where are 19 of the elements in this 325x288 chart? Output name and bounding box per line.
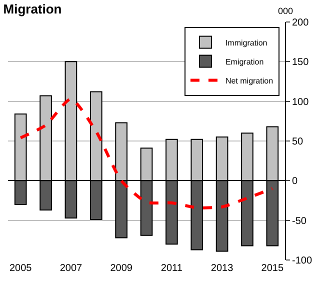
x-tick-label: 2015 — [261, 263, 284, 274]
y-tick-label: -100 — [292, 256, 312, 266]
y-tick-label: 100 — [292, 96, 310, 108]
x-tick-label: 2011 — [160, 263, 183, 274]
y-tick-label: 200 — [292, 18, 310, 28]
y-tick-label: 0 — [292, 176, 298, 188]
x-tick-label: 2013 — [210, 263, 234, 274]
legend-label: Emigration — [225, 57, 264, 66]
y-tick-label: 50 — [292, 136, 304, 148]
y-tick-label: -50 — [292, 216, 307, 227]
y-tick-label: 150 — [292, 57, 310, 68]
y-axis-title: 000 — [278, 6, 294, 16]
x-tick-label: 2009 — [110, 263, 133, 274]
line-series — [19, 97, 274, 210]
x-tick-label: 2007 — [60, 263, 83, 274]
legend-label: Net migration — [225, 76, 274, 86]
chart-title: Migration — [3, 1, 62, 16]
legend-label: Immigration — [225, 38, 268, 48]
x-tick-label: 2005 — [9, 263, 32, 274]
